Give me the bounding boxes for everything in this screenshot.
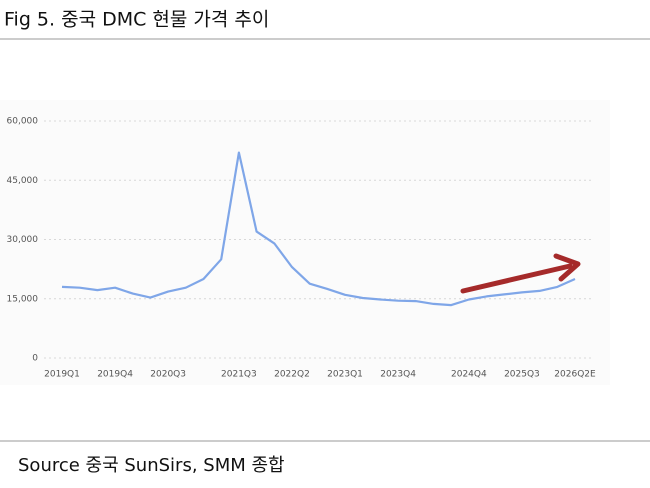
x-tick-label: 2021Q3 [221, 370, 257, 380]
y-tick-label: 30,000 [7, 235, 39, 245]
arrow-head [553, 253, 581, 282]
y-tick-label: 45,000 [7, 176, 39, 186]
x-tick-label: 2019Q1 [44, 370, 80, 380]
x-tick-label: 2025Q3 [504, 370, 540, 380]
x-tick-label: 2019Q4 [97, 370, 133, 380]
y-tick-label: 15,000 [7, 294, 39, 304]
arrow-shaft [460, 263, 573, 294]
plot: 0 15,000 30,000 45,000 60,000 2019Q1 2019Q4 202… [7, 117, 597, 380]
x-tick-label: 2022Q2 [274, 370, 310, 380]
x-tick-label: 2024Q4 [451, 370, 487, 380]
x-tick-label: 2023Q4 [380, 370, 416, 380]
y-tick-label: 0 [32, 354, 38, 364]
data-line [61, 151, 576, 307]
trend-arrow [460, 253, 581, 294]
chart-title: Fig 5. 중국 DMC 현물 가격 추이 [4, 9, 269, 31]
source: Source 중국 SunSirs, SMM 종합 [18, 455, 285, 476]
x-tick-label: 2023Q1 [327, 370, 363, 380]
x-tick-label: 2026Q2E [554, 370, 596, 380]
x-tick-label: 2020Q3 [150, 370, 186, 380]
plot-bg [0, 100, 610, 385]
y-tick-label: 60,000 [7, 117, 39, 127]
